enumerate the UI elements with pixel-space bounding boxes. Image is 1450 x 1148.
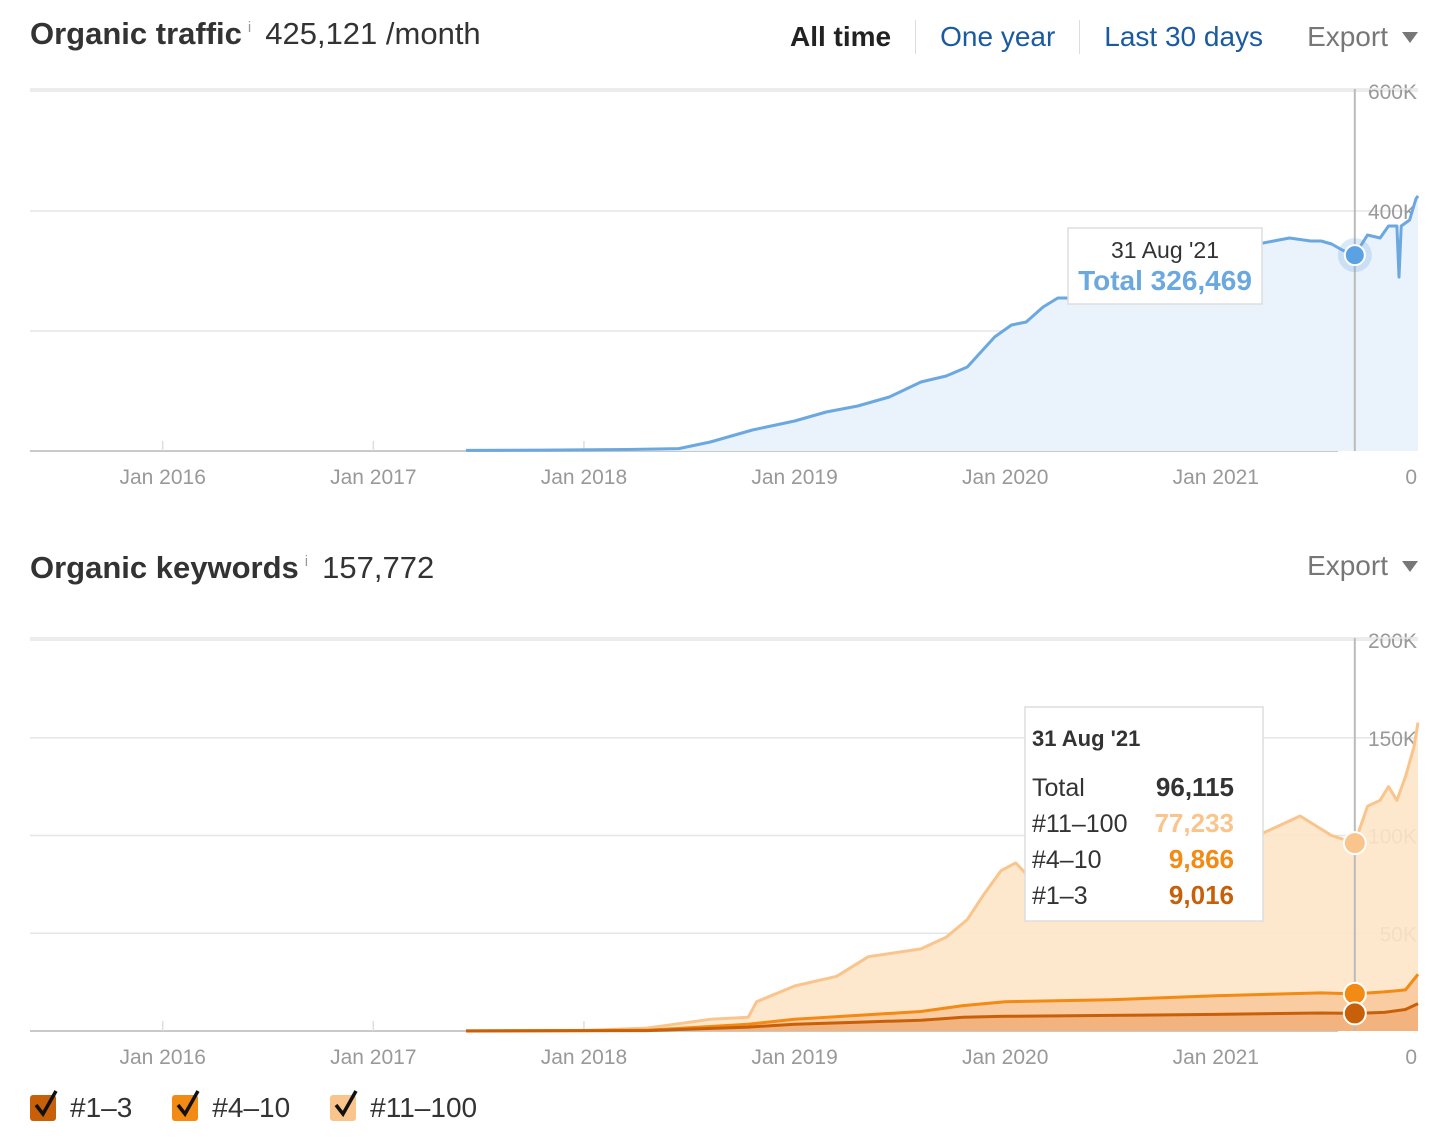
- keywords-export-button[interactable]: Export: [1307, 550, 1418, 582]
- traffic-header: Organic traffic i 425,121 /month: [30, 16, 481, 52]
- keywords-legend: #1–3 #4–10 #11–100: [30, 1090, 517, 1124]
- checkbox-icon[interactable]: [30, 1090, 58, 1121]
- tooltip-row-value: 9,866: [1169, 844, 1234, 874]
- x-tick-label: Jan 2017: [330, 1046, 416, 1069]
- tooltip-row-label: Total: [1032, 774, 1085, 802]
- tooltip-row-label: #1–3: [1032, 882, 1088, 910]
- hover-point: [1342, 831, 1367, 856]
- range-divider: [915, 20, 917, 54]
- caret-down-icon: [1402, 560, 1418, 572]
- hover-point: [1343, 244, 1366, 267]
- x-tick-label: Jan 2019: [751, 466, 837, 489]
- legend-item-1-3[interactable]: #1–3: [30, 1090, 133, 1124]
- y-tick-label: 200K: [1368, 630, 1417, 653]
- series-line: [465, 1002, 1419, 1033]
- traffic-value: 425,121 /month: [265, 16, 481, 51]
- x-tick-label: Jan 2020: [962, 466, 1048, 489]
- date-range-selector: All time One year Last 30 days Export: [790, 20, 1418, 54]
- keywords-info-icon[interactable]: i: [304, 553, 309, 570]
- x-tick-label: Jan 2019: [751, 1046, 837, 1069]
- export-label: Export: [1307, 21, 1388, 52]
- series-line: [465, 973, 1420, 1033]
- y-tick-label: 150K: [1368, 728, 1417, 751]
- tooltip-row-value: 9,016: [1169, 880, 1234, 910]
- y-tick-label: 0: [1405, 1046, 1417, 1069]
- tooltip-row-value: 96,115: [1156, 772, 1234, 802]
- x-tick-label: Jan 2020: [962, 1046, 1048, 1069]
- legend-label: #4–10: [212, 1092, 291, 1123]
- x-tick-label: Jan 2018: [541, 466, 627, 489]
- x-tick-label: Jan 2021: [1173, 466, 1259, 489]
- checkbox-icon[interactable]: [330, 1090, 358, 1121]
- tooltip-row-value: 77,233: [1154, 808, 1234, 838]
- keywords-title: Organic keywords: [30, 550, 299, 585]
- legend-item-11-100[interactable]: #11–100: [330, 1090, 478, 1124]
- keywords-tooltip: 31 Aug '21 Total 96,115 #11–100 77,233 #4–10 9…: [1024, 706, 1264, 922]
- traffic-area: [465, 195, 1418, 451]
- x-tick-label: Jan 2016: [119, 466, 205, 489]
- legend-label: #1–3: [70, 1092, 133, 1123]
- y-tick-label: 0: [1405, 466, 1417, 489]
- tooltip-value: Total 326,469: [1078, 265, 1252, 296]
- caret-down-icon: [1402, 31, 1418, 43]
- tooltip-box: [1067, 227, 1263, 305]
- export-label: Export: [1307, 550, 1388, 581]
- legend-item-4-10[interactable]: #4–10: [172, 1090, 291, 1124]
- y-tick-label: 400K: [1368, 201, 1417, 224]
- tooltip-date: 31 Aug '21: [1032, 726, 1140, 751]
- range-one-year[interactable]: One year: [940, 21, 1056, 52]
- range-all-time[interactable]: All time: [789, 21, 892, 52]
- x-tick-label: Jan 2016: [119, 1046, 205, 1069]
- range-last-30-days[interactable]: Last 30 days: [1104, 21, 1264, 52]
- x-tick-label: Jan 2018: [541, 1046, 627, 1069]
- keywords-value: 157,772: [322, 550, 435, 585]
- traffic-export-button[interactable]: Export: [1307, 21, 1418, 53]
- series-area: [465, 1003, 1418, 1031]
- tooltip-row-label: #11–100: [1032, 810, 1127, 838]
- series-area: [465, 722, 1418, 1031]
- tooltip-box: [1024, 706, 1264, 922]
- traffic-info-icon[interactable]: i: [247, 19, 252, 36]
- x-tick-label: Jan 2017: [330, 466, 416, 489]
- traffic-title: Organic traffic: [30, 16, 242, 51]
- keywords-header: Organic keywords i 157,772: [30, 550, 434, 586]
- tooltip-date: 31 Aug '21: [1111, 237, 1219, 263]
- tooltip-row-label: #4–10: [1032, 846, 1102, 874]
- checkbox-icon[interactable]: [172, 1090, 200, 1121]
- hover-point: [1342, 1001, 1367, 1026]
- range-divider: [1079, 20, 1081, 54]
- x-tick-label: Jan 2021: [1173, 1046, 1259, 1069]
- y-tick-label: 600K: [1368, 81, 1417, 104]
- legend-label: #11–100: [370, 1092, 478, 1123]
